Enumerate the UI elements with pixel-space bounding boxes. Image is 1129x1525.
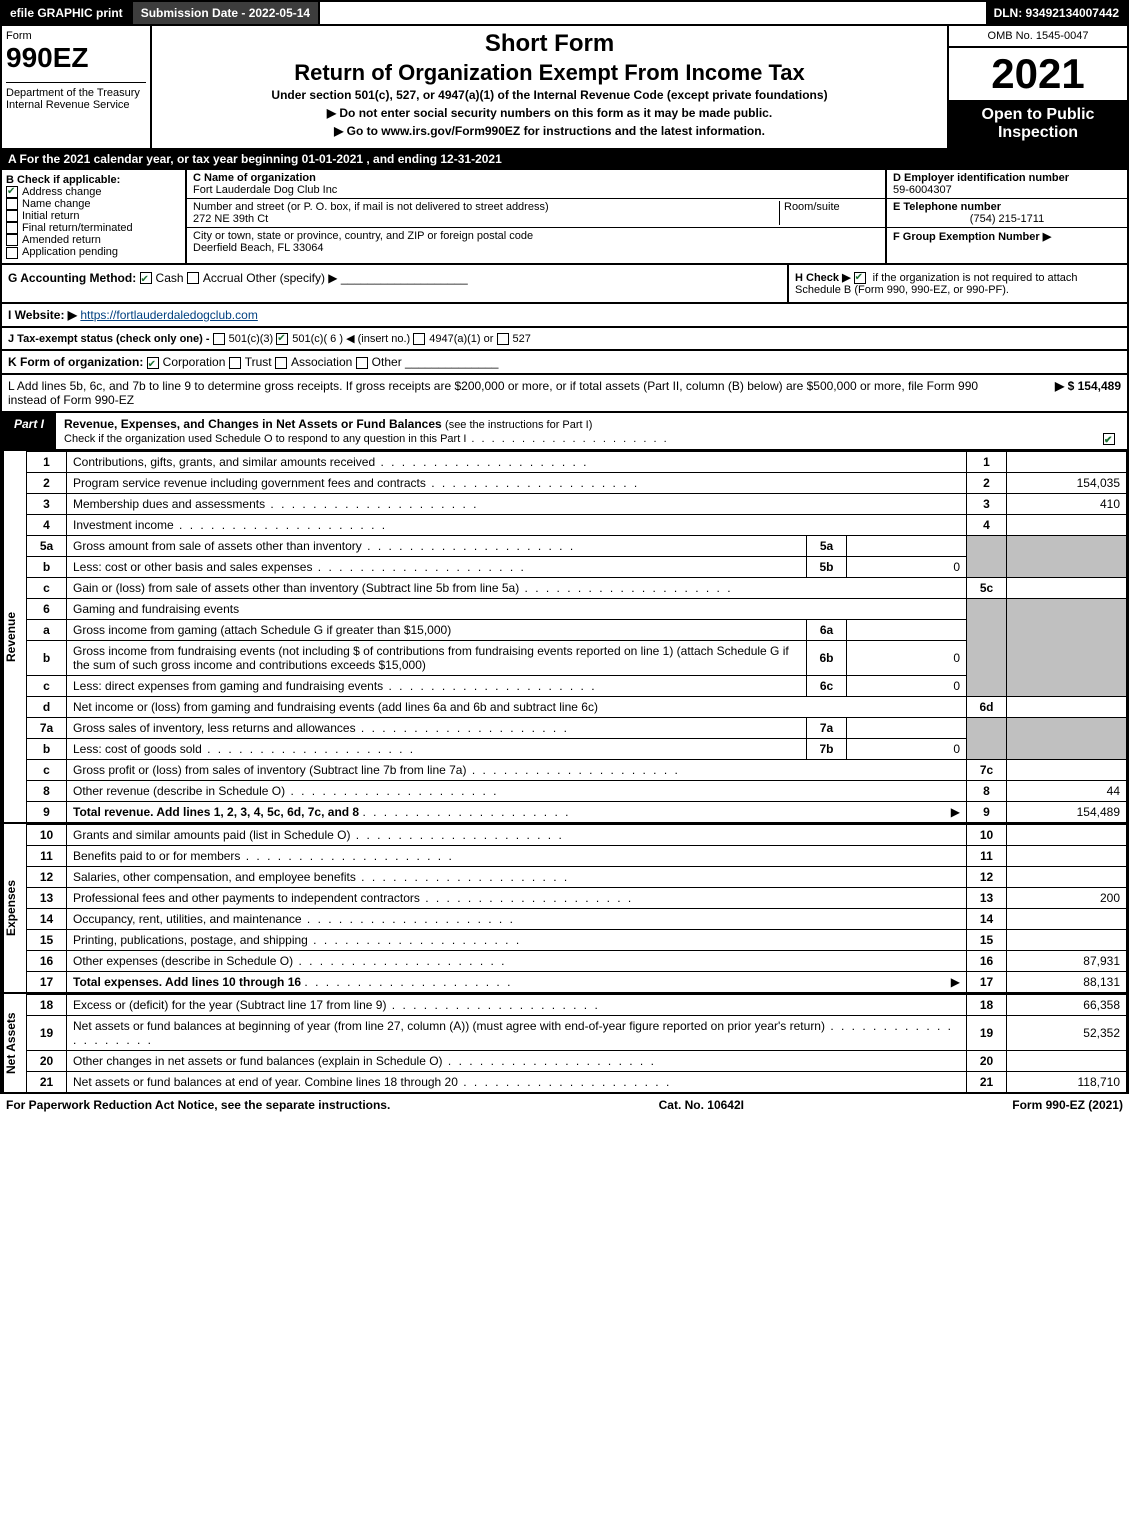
val-18: 66,358 [1007, 994, 1127, 1015]
submission-date: Submission Date - 2022-05-14 [133, 2, 320, 24]
val-16: 87,931 [1007, 950, 1127, 971]
subtitle: Under section 501(c), 527, or 4947(a)(1)… [156, 88, 943, 102]
org-street: 272 NE 39th Ct [193, 213, 779, 225]
check-address-change[interactable] [6, 186, 18, 198]
val-3: 410 [1007, 493, 1127, 514]
section-def: D Employer identification number 59-6004… [887, 170, 1127, 263]
val-13: 200 [1007, 887, 1127, 908]
val-8: 44 [1007, 780, 1127, 801]
short-form-title: Short Form [156, 30, 943, 58]
check-accrual[interactable] [187, 272, 199, 284]
omb-number: OMB No. 1545-0047 [949, 26, 1127, 48]
open-public: Open to Public Inspection [949, 100, 1127, 148]
val-2: 154,035 [1007, 472, 1127, 493]
org-name: Fort Lauderdale Dog Club Inc [193, 184, 879, 196]
expenses-section: Expenses 10Grants and similar amounts pa… [0, 824, 1129, 994]
val-19: 52,352 [1007, 1015, 1127, 1050]
top-bar: efile GRAPHIC print Submission Date - 20… [0, 0, 1129, 26]
efile-label[interactable]: efile GRAPHIC print [2, 2, 133, 24]
check-cash[interactable] [140, 272, 152, 284]
ein: 59-6004307 [893, 184, 1121, 196]
tax-year: 2021 [949, 48, 1127, 100]
check-application-pending[interactable] [6, 247, 18, 259]
val-17: 88,131 [1007, 971, 1127, 992]
website-link[interactable]: https://fortlauderdaledogclub.com [80, 308, 257, 322]
gross-receipts: ▶ $ 154,489 [1001, 379, 1121, 407]
warning-ssn: ▶ Do not enter social security numbers o… [156, 106, 943, 120]
phone: (754) 215-1711 [893, 213, 1121, 225]
check-final-return[interactable] [6, 222, 18, 234]
check-schedule-o[interactable] [1103, 433, 1115, 445]
line-i: I Website: ▶ https://fortlauderdaledogcl… [0, 304, 1129, 328]
part1-header: Part I Revenue, Expenses, and Changes in… [0, 413, 1129, 451]
check-schedule-b[interactable] [854, 272, 866, 284]
check-amended-return[interactable] [6, 234, 18, 246]
line-k: K Form of organization: Corporation Trus… [0, 351, 1129, 375]
irs-link[interactable]: www.irs.gov/Form990EZ [381, 124, 520, 138]
revenue-section: Revenue 1Contributions, gifts, grants, a… [0, 451, 1129, 824]
line-a: A For the 2021 calendar year, or tax yea… [0, 150, 1129, 170]
line-l: L Add lines 5b, 6c, and 7b to line 9 to … [0, 375, 1129, 413]
warning-link: ▶ Go to www.irs.gov/Form990EZ for instru… [156, 124, 943, 138]
section-gh: G Accounting Method: Cash Accrual Other … [0, 265, 1129, 304]
footer: For Paperwork Reduction Act Notice, see … [0, 1094, 1129, 1116]
dept-label: Department of the Treasury Internal Reve… [6, 82, 146, 111]
form-header: Form 990EZ Department of the Treasury In… [0, 26, 1129, 150]
netassets-section: Net Assets 18Excess or (deficit) for the… [0, 994, 1129, 1094]
val-21: 118,710 [1007, 1071, 1127, 1092]
line-j: J Tax-exempt status (check only one) - 5… [0, 328, 1129, 351]
check-initial-return[interactable] [6, 210, 18, 222]
main-title: Return of Organization Exempt From Incom… [156, 60, 943, 86]
org-city: Deerfield Beach, FL 33064 [193, 242, 879, 254]
check-name-change[interactable] [6, 198, 18, 210]
dln: DLN: 93492134007442 [986, 2, 1127, 24]
section-c: C Name of organization Fort Lauderdale D… [187, 170, 887, 263]
section-b-through-f: B Check if applicable: Address change Na… [0, 170, 1129, 265]
val-9: 154,489 [1007, 801, 1127, 822]
form-number: 990EZ [6, 42, 146, 74]
form-label: Form [6, 30, 146, 42]
section-b: B Check if applicable: Address change Na… [2, 170, 187, 263]
